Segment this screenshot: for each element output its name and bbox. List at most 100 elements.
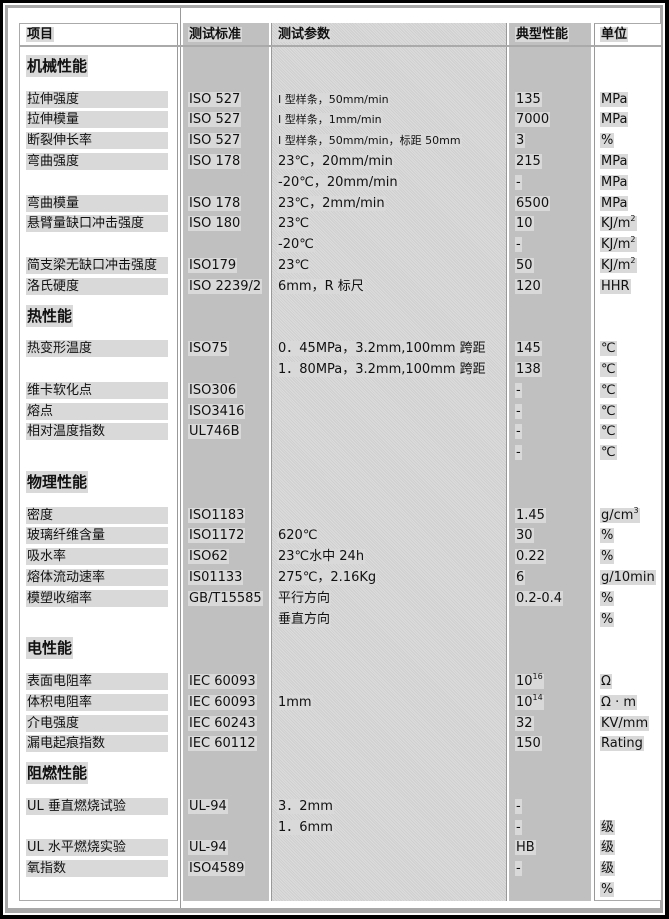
cell-value-text: 135 xyxy=(515,91,542,107)
standard-text: ISO3416 xyxy=(189,403,245,419)
cell-item: 氧指数 xyxy=(26,860,173,878)
cell-value-text: 50 xyxy=(515,258,534,273)
value-text: - xyxy=(516,445,521,461)
cell-standard: ISO62 xyxy=(188,548,229,565)
table-row: 相对温度指数 UL746B - ℃ xyxy=(19,421,662,442)
unit-exponent: 2 xyxy=(630,256,636,265)
cell-unit-text: ℃ xyxy=(600,403,617,419)
cell-item: 体积电阻率 xyxy=(26,693,173,711)
standard-text: ISO1183 xyxy=(189,507,245,523)
header-divider xyxy=(19,45,662,47)
cell-item: 熔点 xyxy=(26,402,173,420)
column-params xyxy=(271,23,507,901)
cell-params: 620℃ xyxy=(277,527,319,544)
standard-text: ISO 180 xyxy=(189,216,241,232)
cell-params-text: 23℃，20mm/min xyxy=(277,154,394,169)
cell-unit: MPa xyxy=(600,174,629,191)
cell-item-text: 表面电阻率 xyxy=(26,673,168,690)
cell-standard-text: ISO 2239/2 xyxy=(188,278,263,294)
item-text: 热变形温度 xyxy=(27,341,93,357)
table-row: 拉伸模量 ISO 527 I 型样条，1mm/min 7000 MPa xyxy=(19,109,662,130)
cell-standard-text: ISO 527 xyxy=(188,91,242,107)
cell-params-text: I 型样条，50mm/min xyxy=(277,92,390,106)
cell-item: 维卡软化点 xyxy=(26,381,173,399)
cell-unit-text: MPa xyxy=(600,91,629,107)
header-item-label: 项目 xyxy=(26,27,55,42)
cell-standard-text: ISO62 xyxy=(188,549,229,565)
cell-value-text: - xyxy=(515,424,522,440)
cell-value-text: 30 xyxy=(515,528,534,544)
table-row: - ℃ xyxy=(19,442,662,463)
cell-standard: ISO1183 xyxy=(188,507,246,524)
cell-unit: Rating xyxy=(600,735,644,752)
section-title: 阻燃性能 xyxy=(26,762,173,785)
cell-item: 热变形温度 xyxy=(26,340,173,358)
cell-value-text: - xyxy=(515,798,522,814)
cell-value: HB xyxy=(515,839,536,856)
unit-text: HHR xyxy=(601,278,630,294)
params-text: 23℃ xyxy=(278,216,310,232)
cell-item-text: 漏电起痕指数 xyxy=(26,735,168,753)
cell-value-text: 7000 xyxy=(515,112,551,128)
cell-value: 32 xyxy=(515,715,534,732)
cell-standard: ISO179 xyxy=(188,257,238,274)
cell-params: -20℃，20mm/min xyxy=(277,174,399,191)
cell-value: 150 xyxy=(515,735,542,752)
cell-unit: MPa xyxy=(600,111,629,128)
cell-unit: 级 xyxy=(600,819,616,836)
standard-text: ISO1172 xyxy=(189,528,245,544)
cell-standard-text: ISO 527 xyxy=(188,112,242,128)
value-text: - xyxy=(516,174,521,190)
cell-params-text: 620℃ xyxy=(277,528,319,544)
standard-text: ISO 527 xyxy=(189,91,241,107)
unit-text: 级 xyxy=(601,819,615,835)
cell-params-text: 平行方向 xyxy=(277,590,332,606)
cell-value: 6 xyxy=(515,569,526,586)
value-text: 150 xyxy=(516,736,541,752)
cell-item-text: UL 水平燃烧实验 xyxy=(26,839,168,857)
cell-value-text: 3 xyxy=(515,133,526,149)
standard-text: UL-94 xyxy=(189,798,227,814)
cell-params: 23℃，2mm/min xyxy=(277,195,386,212)
cell-unit: ℃ xyxy=(600,361,617,378)
value-text: - xyxy=(516,819,521,835)
standard-text: UL-94 xyxy=(189,840,227,856)
section-title-text: 电性能 xyxy=(26,637,74,660)
cell-value: - xyxy=(515,174,522,191)
standard-text: ISO179 xyxy=(189,258,237,273)
cell-standard-text: IEC 60093 xyxy=(188,694,257,710)
table-row: 垂直方向% xyxy=(19,609,662,630)
cell-standard-text: ISO 178 xyxy=(188,154,242,169)
standard-text: ISO 527 xyxy=(189,112,241,128)
table-row: 熔点 ISO3416 - ℃ xyxy=(19,401,662,422)
value-text: 215 xyxy=(516,154,541,169)
cell-unit-text: % xyxy=(600,528,615,544)
cell-value-text: 6500 xyxy=(515,195,551,211)
cell-item: 介电强度 xyxy=(26,714,173,732)
item-text: 熔点 xyxy=(27,403,54,419)
cell-item-text: 拉伸强度 xyxy=(26,90,168,108)
cell-unit: % xyxy=(600,590,615,607)
header-standard-label: 测试标准 xyxy=(188,27,243,42)
cell-unit-text: % xyxy=(600,549,615,565)
value-text: HB xyxy=(516,840,535,856)
cell-item-text: 洛氏硬度 xyxy=(26,277,168,295)
cell-value: - xyxy=(515,860,522,877)
section-heading: 阻燃性能 xyxy=(19,754,662,796)
cell-standard: ISO3416 xyxy=(188,403,246,420)
table-row: 拉伸强度 ISO 527 I 型样条，50mm/min 135 MPa xyxy=(19,89,662,110)
item-text: 简支梁无缺口冲击强度 xyxy=(27,258,158,273)
cell-unit-text: g/10min xyxy=(600,570,656,585)
item-text: 维卡软化点 xyxy=(27,382,93,398)
cell-params: 3．2mm xyxy=(277,798,334,815)
table-row: 断裂伸长率 ISO 527 I 型样条，50mm/min，标距 50mm 3% xyxy=(19,130,662,151)
table-row: 1．80MPa，3.2mm,100mm 跨距 138 ℃ xyxy=(19,359,662,380)
standard-text: IEC 60093 xyxy=(189,674,256,689)
cell-unit-text: % xyxy=(600,611,615,627)
cell-unit-text: KJ/m2 xyxy=(600,256,637,273)
cell-item: 表面电阻率 xyxy=(26,673,173,690)
cell-value: 1.45 xyxy=(515,507,546,524)
cell-params-text: 23℃水中 24h xyxy=(277,549,366,565)
cell-params-text: 275℃，2.16Kg xyxy=(277,570,378,585)
cell-value: 6500 xyxy=(515,195,551,212)
